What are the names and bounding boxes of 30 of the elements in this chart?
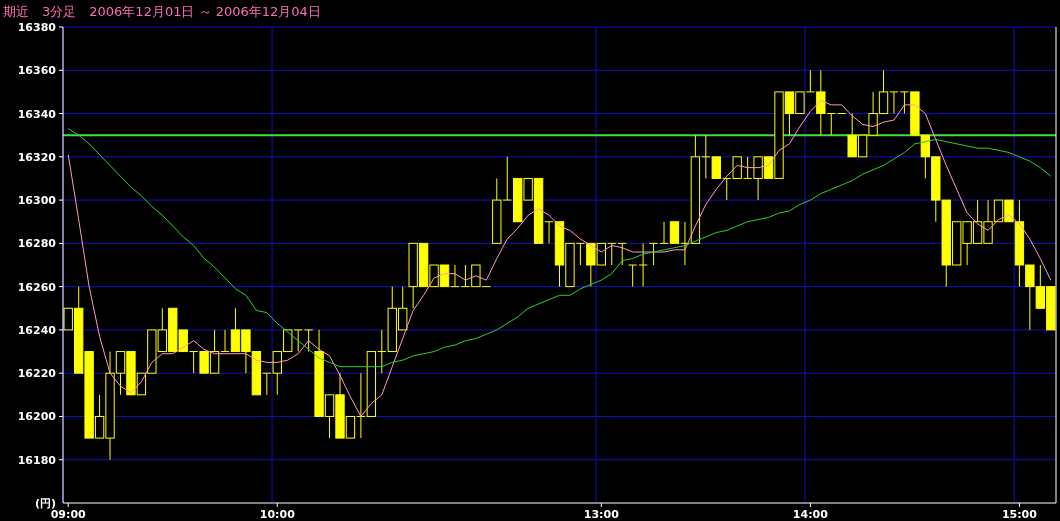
y-tick-label: 16200 bbox=[17, 410, 57, 424]
y-tick-label: 16360 bbox=[17, 64, 57, 78]
chart-title: 期近 3分足 2006年12月01日 ～ 2006年12月04日 bbox=[3, 4, 321, 19]
y-axis-title: (円) bbox=[34, 497, 56, 510]
y-tick-label: 16380 bbox=[17, 21, 57, 34]
x-tick-label: 15:00 bbox=[1001, 508, 1038, 521]
candlestick bbox=[638, 242, 648, 288]
candlestick bbox=[607, 242, 617, 266]
y-tick-label: 16260 bbox=[17, 280, 57, 294]
candlestick bbox=[669, 221, 680, 244]
candlestick bbox=[617, 242, 627, 266]
y-tick-label: 16300 bbox=[17, 194, 57, 208]
candlestick bbox=[450, 264, 460, 288]
y-tick-label: 16340 bbox=[17, 107, 57, 121]
y-tick-label: 16220 bbox=[17, 367, 57, 381]
candlestick bbox=[889, 91, 899, 115]
x-tick-label: 14:00 bbox=[792, 508, 829, 521]
candlestick bbox=[220, 329, 230, 353]
x-tick-label: 09:00 bbox=[50, 508, 87, 521]
y-tick-label: 16240 bbox=[17, 323, 57, 337]
candlestick bbox=[303, 329, 314, 353]
y-tick-label: 16280 bbox=[17, 237, 57, 251]
candlestick bbox=[544, 221, 554, 244]
candlestick bbox=[659, 221, 669, 244]
x-tick-label: 13:00 bbox=[583, 508, 620, 521]
y-tick-label: 16320 bbox=[17, 150, 57, 164]
x-tick-label: 10:00 bbox=[259, 508, 296, 521]
candlestick bbox=[627, 264, 638, 288]
candlestick bbox=[648, 242, 659, 266]
y-tick-label: 16180 bbox=[17, 453, 57, 467]
